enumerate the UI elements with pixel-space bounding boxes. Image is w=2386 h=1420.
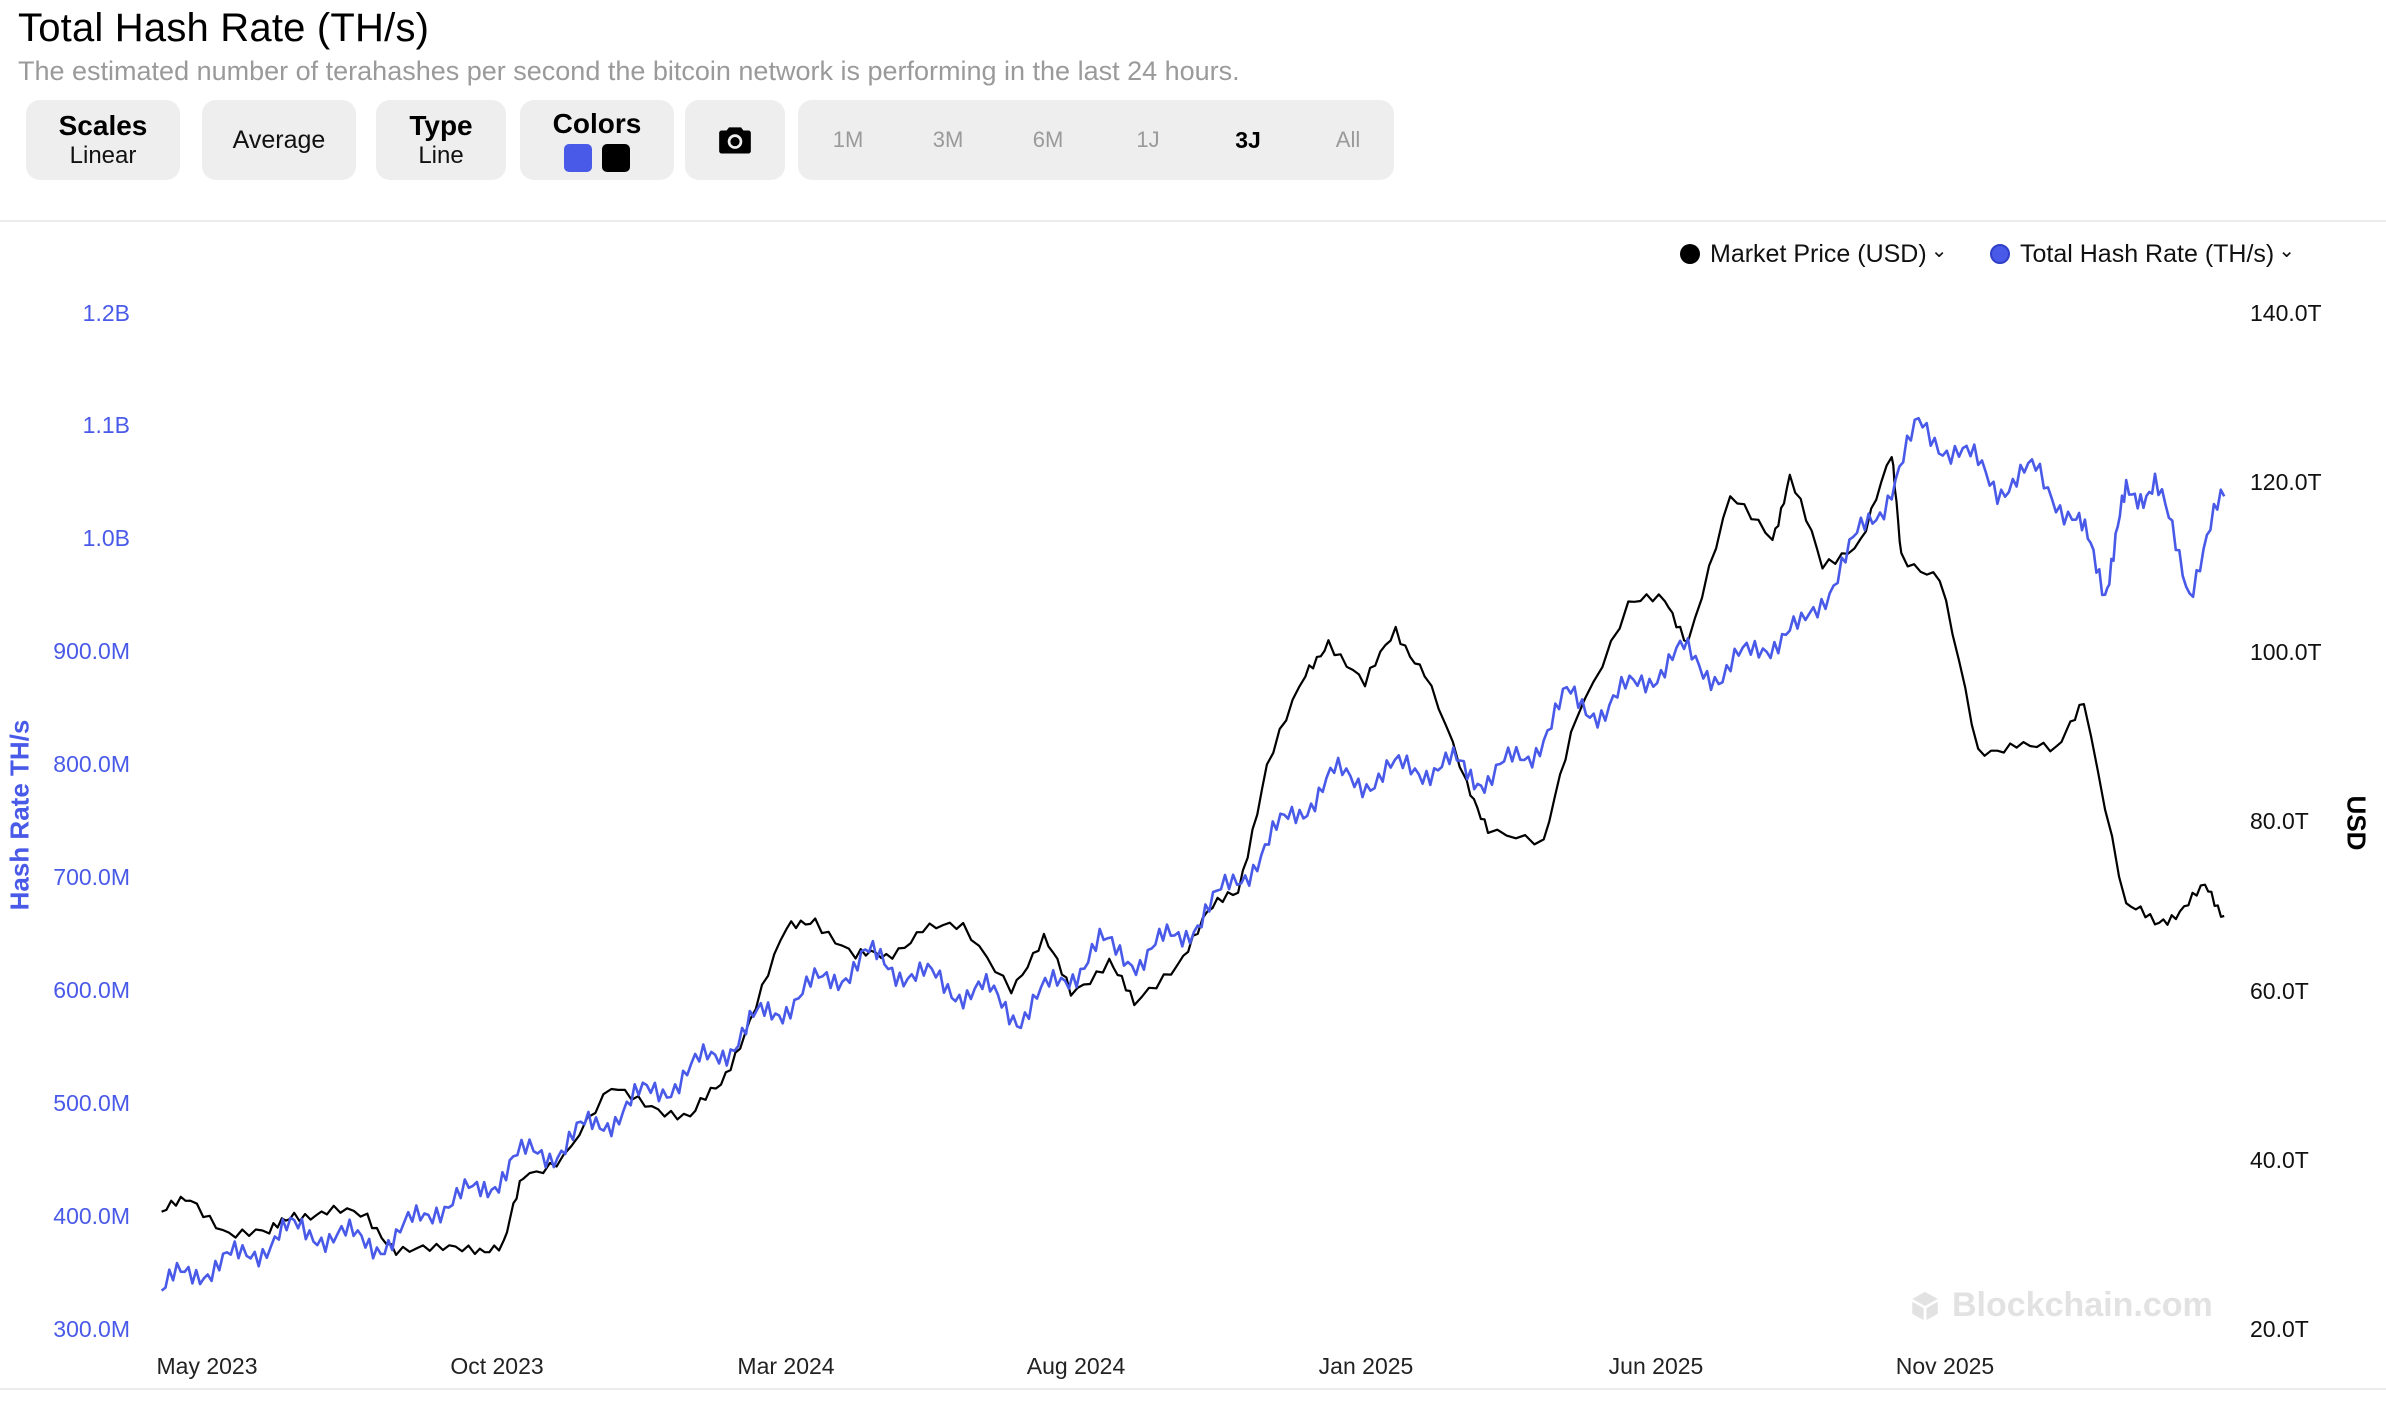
x-tick-label: Mar 2024 bbox=[737, 1353, 835, 1379]
page-title: Total Hash Rate (TH/s) bbox=[18, 6, 430, 50]
y-left-tick-label: 900.0M bbox=[53, 638, 130, 664]
y-left-tick-label: 1.2B bbox=[82, 300, 130, 326]
y-left-tick-label: 500.0M bbox=[53, 1090, 130, 1116]
legend-item-market-price[interactable]: Market Price (USD) ⌄ bbox=[1680, 236, 1947, 272]
chevron-down-icon: ⌄ bbox=[2278, 239, 2296, 262]
x-tick-label: Aug 2024 bbox=[1026, 1353, 1126, 1379]
legend-label-price: Market Price (USD) bbox=[1710, 239, 1927, 268]
y-right-tick-label: 40.0T bbox=[2250, 1147, 2309, 1173]
type-label: Type bbox=[409, 110, 473, 141]
legend-item-hash-rate[interactable]: Total Hash Rate (TH/s) ⌄ bbox=[1990, 236, 2295, 272]
divider bbox=[0, 220, 2386, 222]
chevron-down-icon: ⌄ bbox=[1930, 239, 1948, 262]
scales-button[interactable]: Scales Linear bbox=[26, 100, 180, 180]
series-line-market-price bbox=[161, 456, 2225, 1256]
average-button[interactable]: Average bbox=[202, 100, 356, 180]
range-1j[interactable]: 1J bbox=[1136, 127, 1160, 152]
time-range-selector: 1M 3M 6M 1J 3J All bbox=[798, 100, 1394, 180]
watermark-text: Blockchain.com bbox=[1952, 1286, 2213, 1324]
x-tick-label: Jun 2025 bbox=[1608, 1353, 1704, 1379]
x-tick-label: May 2023 bbox=[156, 1353, 258, 1379]
y-left-tick-label: 300.0M bbox=[53, 1316, 130, 1342]
camera-icon bbox=[719, 127, 751, 154]
watermark: Blockchain.com bbox=[1908, 1286, 2213, 1325]
x-tick-label: Nov 2025 bbox=[1895, 1353, 1995, 1379]
y-right-tick-label: 100.0T bbox=[2250, 639, 2322, 665]
y-right-tick-label: 60.0T bbox=[2250, 978, 2309, 1004]
colors-label: Colors bbox=[552, 108, 642, 139]
range-6m[interactable]: 6M bbox=[1032, 127, 1064, 152]
series-line-hash-rate bbox=[160, 416, 2226, 1292]
y-left-tick-label: 800.0M bbox=[53, 751, 130, 777]
legend-marker-hashrate bbox=[1990, 244, 2010, 264]
screenshot-button[interactable] bbox=[685, 100, 785, 180]
range-all[interactable]: All bbox=[1335, 127, 1361, 152]
y-right-tick-label: 140.0T bbox=[2250, 300, 2322, 326]
y-right-tick-label: 20.0T bbox=[2250, 1316, 2309, 1342]
divider bbox=[0, 1388, 2386, 1390]
x-tick-label: Jan 2025 bbox=[1318, 1353, 1414, 1379]
legend-label-hashrate: Total Hash Rate (TH/s) bbox=[2020, 239, 2275, 268]
scales-value: Linear bbox=[69, 142, 137, 169]
color-swatch-hashrate[interactable] bbox=[564, 144, 592, 172]
colors-button[interactable]: Colors bbox=[520, 100, 674, 180]
y-left-tick-label: 600.0M bbox=[53, 977, 130, 1003]
legend-marker-price bbox=[1680, 244, 1700, 264]
y-right-tick-label: 80.0T bbox=[2250, 808, 2309, 834]
y-left-tick-label: 1.1B bbox=[82, 412, 130, 438]
range-1m[interactable]: 1M bbox=[832, 127, 864, 152]
color-swatch-price[interactable] bbox=[602, 144, 630, 172]
y-left-tick-label: 400.0M bbox=[53, 1203, 130, 1229]
y-right-tick-label: 120.0T bbox=[2250, 469, 2322, 495]
y-left-tick-label: 700.0M bbox=[53, 864, 130, 890]
page-subtitle: The estimated number of terahashes per s… bbox=[18, 56, 1240, 86]
range-3j[interactable]: 3J bbox=[1235, 126, 1261, 153]
average-label: Average bbox=[232, 125, 326, 154]
blockchain-logo-icon bbox=[1912, 1291, 1938, 1320]
y-left-tick-label: 1.0B bbox=[82, 525, 130, 551]
type-button[interactable]: Type Line bbox=[376, 100, 506, 180]
range-3m[interactable]: 3M bbox=[932, 127, 964, 152]
x-tick-label: Oct 2023 bbox=[450, 1353, 544, 1379]
type-value: Line bbox=[418, 142, 464, 169]
scales-label: Scales bbox=[58, 110, 148, 141]
